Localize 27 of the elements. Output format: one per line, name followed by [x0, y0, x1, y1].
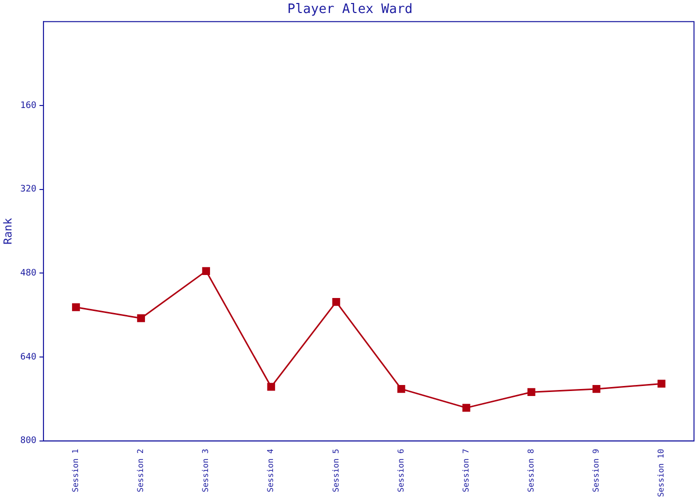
- x-tick-label: Session 5: [331, 448, 340, 492]
- point: [72, 303, 80, 312]
- x-tick-label: Session 8: [526, 448, 536, 492]
- point: [527, 388, 536, 396]
- point: [202, 267, 210, 275]
- point: [332, 298, 340, 306]
- x-tick-label: Session 7: [461, 448, 470, 492]
- y-axis-title: Rank: [1, 218, 14, 244]
- point: [267, 382, 276, 391]
- point: [658, 380, 666, 388]
- x-tick-label: Session 4: [266, 448, 276, 492]
- y-tick-label: 160: [20, 100, 36, 111]
- y-tick-label: 320: [20, 184, 36, 195]
- x-tick-label: Session 3: [201, 448, 210, 492]
- point: [397, 385, 406, 393]
- y-tick-label: 480: [20, 268, 36, 278]
- x-tick-label: Session 6: [396, 448, 406, 492]
- x-tick-label: Session 1: [71, 448, 80, 492]
- point: [462, 404, 470, 412]
- y-tick-label: 640: [20, 352, 36, 362]
- x-tick-label: Session 10: [656, 448, 666, 498]
- x-tick-label: Session 2: [136, 448, 146, 492]
- point: [137, 314, 145, 322]
- y-tick-label: 800: [20, 436, 36, 446]
- x-tick-label: Session 9: [591, 448, 600, 492]
- point: [592, 385, 600, 393]
- chart-title: Player Alex Ward: [287, 2, 413, 18]
